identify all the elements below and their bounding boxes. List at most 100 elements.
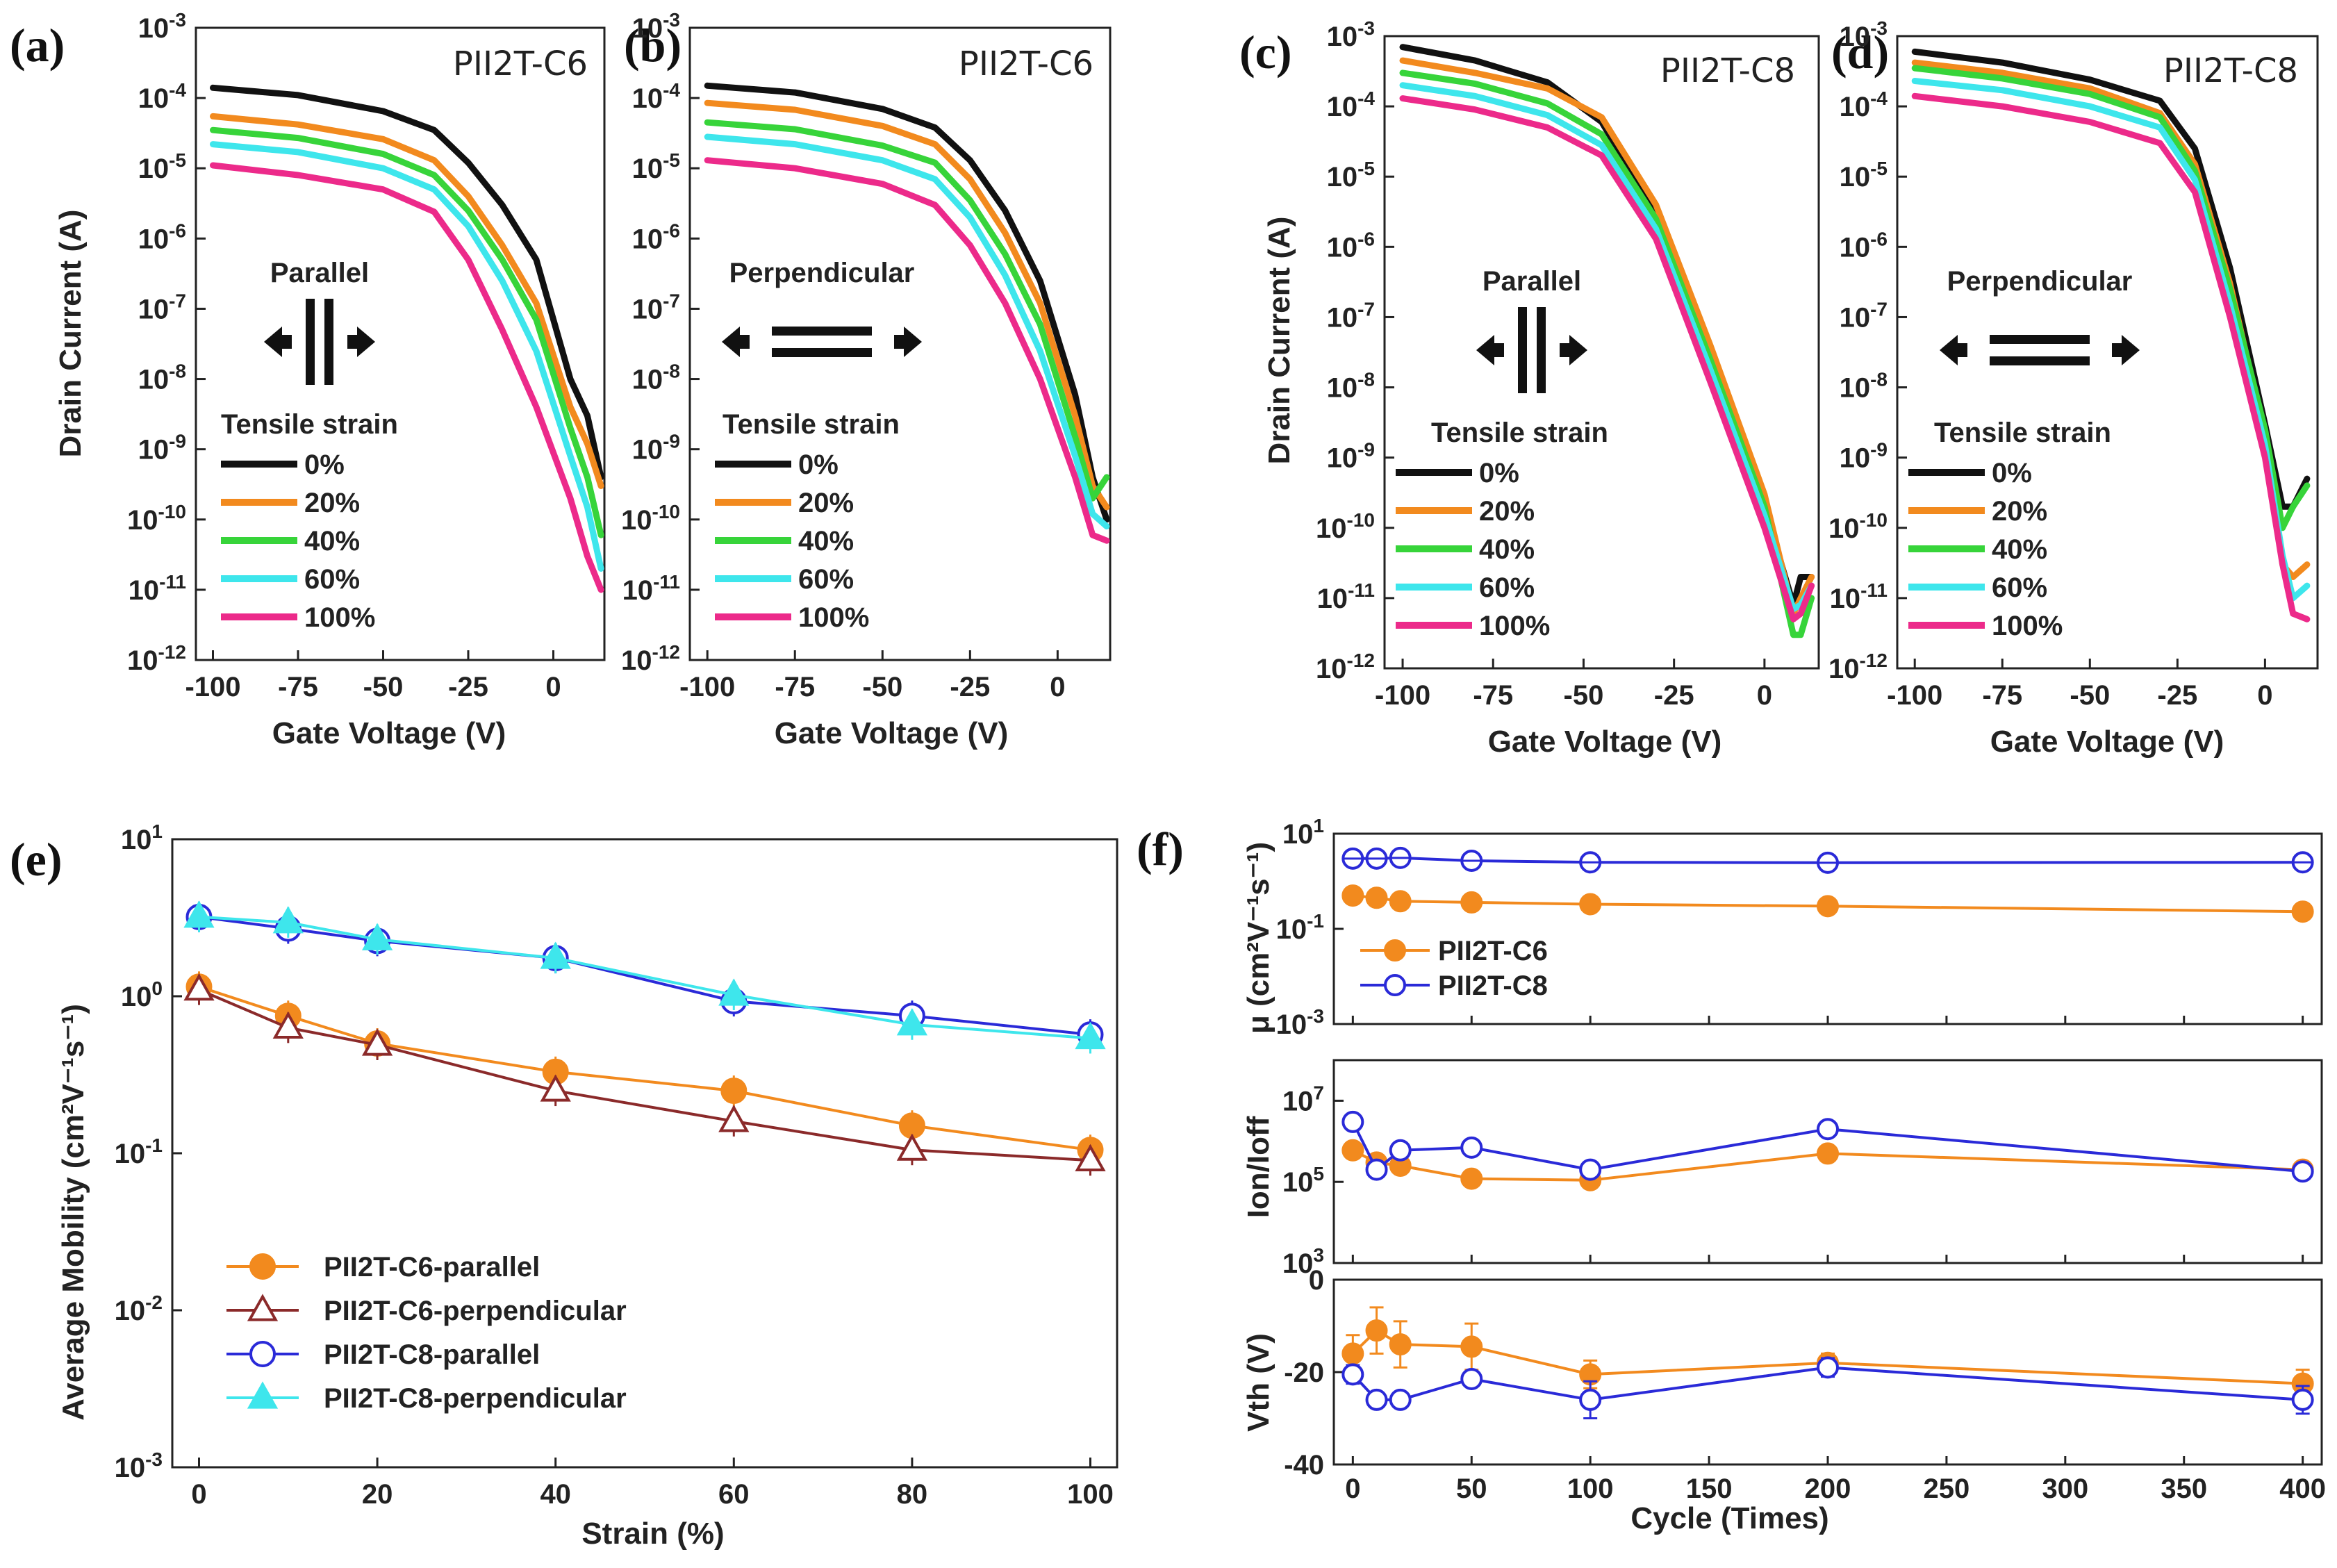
panel-f-xlabel: Cycle (Times) (1630, 1501, 1828, 1535)
panel-c-ytick-label: 10-9 (1327, 439, 1375, 474)
panel-d-frame (1896, 35, 2319, 670)
panel-b-series-2 (704, 119, 1110, 502)
panel-b-ytick-label: 10-9 (632, 431, 680, 465)
panel-e-series-1-point (1075, 1144, 1106, 1171)
panel-e-series-1-point (718, 1105, 750, 1132)
panel-c-xtick-label: -50 (1564, 680, 1604, 711)
panel-a-xtick-label: -75 (278, 672, 318, 702)
panel-b-ytick-label: 10-11 (622, 571, 680, 606)
panel-a-ytick-label: 10-8 (138, 361, 186, 395)
panel-d-ytick-label: 10-8 (1840, 369, 1888, 404)
right-arrow-icon (1560, 335, 1587, 365)
panel-a-ytick-label: 10-7 (138, 290, 186, 324)
panel-e-series-0-line (198, 985, 1091, 1152)
panel-f-onoff-series-1-point (1341, 1110, 1364, 1133)
panel-b-ytick-label: 10-10 (621, 501, 680, 536)
panel-a-legend-label-0: 0% (304, 449, 345, 480)
panel-f-mu-series-0-point (1817, 895, 1839, 918)
panel-e-xtick-label: 100 (1067, 1479, 1114, 1510)
panel-a: 10-3 10-4 10-5 10-6 10-7 10-8 10-9 10-10 10-11 10… (127, 9, 606, 702)
panel-a-xtick-label: -100 (185, 672, 240, 702)
panel-e-series-3-point (183, 900, 215, 928)
panel-d-series-0 (1911, 48, 2311, 510)
panel-f-xtick-label: 50 (1456, 1474, 1487, 1504)
panel-d-series-2 (1911, 65, 2311, 531)
panel-e-series-1-point (540, 1074, 571, 1102)
panel-a-series-4 (210, 162, 604, 593)
panel-f-mu-series-0-point (1389, 890, 1412, 913)
panel-a-ytick-label: 10-11 (129, 571, 186, 606)
panel-e-ytick-label: 10-3 (115, 1449, 163, 1483)
panel-d-strain-direction-icon (1940, 335, 2140, 365)
panel-a-ytick-label: 10-5 (138, 149, 186, 184)
panel-label-c: (c) (1239, 26, 1291, 79)
panel-f-vth-series-0-point (1460, 1335, 1483, 1358)
panel-a-title: PII2T-C6 (453, 44, 588, 83)
panel-f-mu-ytick-label: 101 (1282, 815, 1324, 850)
panel-d-xlabel: Gate Voltage (V) (1990, 725, 2224, 759)
panel-c-ylabel: Drain Current (A) (1262, 217, 1296, 465)
panel-c-ytick-label: 10-11 (1317, 579, 1375, 614)
panel-f-xtick-label: 100 (1567, 1474, 1614, 1504)
panel-f-vth-series-1-point (1460, 1367, 1483, 1390)
panel-c-legend-label-3: 60% (1479, 572, 1535, 603)
panel-a-xlabel: Gate Voltage (V) (272, 716, 506, 750)
left-arrow-icon (1940, 335, 1967, 365)
panel-c-legend-title: Tensile strain (1431, 418, 1608, 448)
panel-b-series-3 (704, 133, 1110, 530)
panel-f-vth-series-1-point (1341, 1363, 1364, 1386)
panel-b-ytick-label: 10-4 (632, 79, 681, 114)
panel-c-series-4 (1399, 95, 1815, 622)
panel-f-mu-ytick-label: 10-3 (1276, 1005, 1324, 1040)
panel-b-series-4 (704, 157, 1110, 544)
panel-e-legend-marker-1 (247, 1294, 279, 1321)
panel-f-mu-ylabel: μ (cm²V⁻¹s⁻¹) (1241, 842, 1275, 1034)
panel-f-xtick-label: 0 (1345, 1474, 1360, 1504)
panel-a-series-2 (210, 126, 604, 538)
panel-d-title: PII2T-C8 (2163, 51, 2298, 90)
panel-c-legend-label-2: 40% (1479, 534, 1535, 565)
panel-b-legend-label-1: 20% (798, 488, 854, 518)
panel-e-xtick-label: 20 (362, 1479, 393, 1510)
panel-b-ytick-label: 10-8 (632, 361, 680, 395)
panel-f-vth-ytick-label: 0 (1309, 1265, 1324, 1296)
panel-c-ytick-label: 10-6 (1327, 228, 1375, 263)
right-arrow-icon (894, 327, 922, 357)
panel-e-series-3-point (361, 923, 393, 950)
panel-e-series-1-line (198, 988, 1091, 1162)
panel-c-xlabel: Gate Voltage (V) (1488, 725, 1722, 759)
panel-c-xtick-label: -25 (1654, 680, 1694, 711)
panel-b-xlabel: Gate Voltage (V) (775, 716, 1009, 750)
panel-a-strain-direction-icon (264, 299, 375, 385)
panel-f-vth-series-1-point (1389, 1388, 1412, 1411)
panel-b-series-1 (704, 99, 1110, 511)
panel-f-mu-series-0-point (1341, 884, 1364, 907)
panel-a-legend-label-3: 60% (304, 564, 360, 595)
panel-f-xtick-label: 400 (2279, 1474, 2326, 1504)
panel-d-ytick-label: 10-6 (1840, 228, 1888, 263)
panel-d-ytick-label: 10-3 (1840, 17, 1888, 52)
panel-e-xtick-label: 80 (897, 1479, 928, 1510)
panel-label-a: (a) (10, 19, 65, 72)
panel-d-ytick-label: 10-5 (1840, 158, 1888, 192)
panel-e-series-3-point (540, 941, 571, 969)
panel-d-legend-label-0: 0% (1992, 458, 2032, 488)
panel-d: 10-3 10-4 10-5 10-6 10-7 10-8 10-9 10-10 10-11 10… (1828, 17, 2319, 711)
panel-e: 101 100 10-1 10-2 10-3 0 20 40 60 80 100 (115, 820, 1118, 1510)
panel-d-ytick-label: 10-7 (1840, 298, 1888, 333)
panel-f-legend-marker-0 (1384, 939, 1406, 962)
panel-f-onoff-series-1-point (1579, 1158, 1602, 1181)
panel-c-ytick-label: 10-5 (1327, 158, 1375, 192)
panel-f-onoff-series-0-point (1817, 1142, 1839, 1165)
panel-e-ylabel: Average Mobility (cm²V⁻¹s⁻¹) (56, 1004, 90, 1421)
panel-f-vth-series-1-point (2291, 1388, 2314, 1411)
panel-b-frame (688, 26, 1112, 661)
panel-f-legend-label-1: PII2T-C8 (1438, 971, 1548, 1001)
panel-c-strain-direction-icon (1476, 307, 1587, 393)
panel-a-series-1 (210, 113, 604, 489)
panel-f-mu-series-0-point (1365, 886, 1388, 909)
panel-a-ytick-label: 10-12 (127, 641, 186, 676)
panel-c-legend-label-4: 100% (1479, 611, 1550, 641)
panel-e-legend-marker-2 (249, 1341, 276, 1367)
